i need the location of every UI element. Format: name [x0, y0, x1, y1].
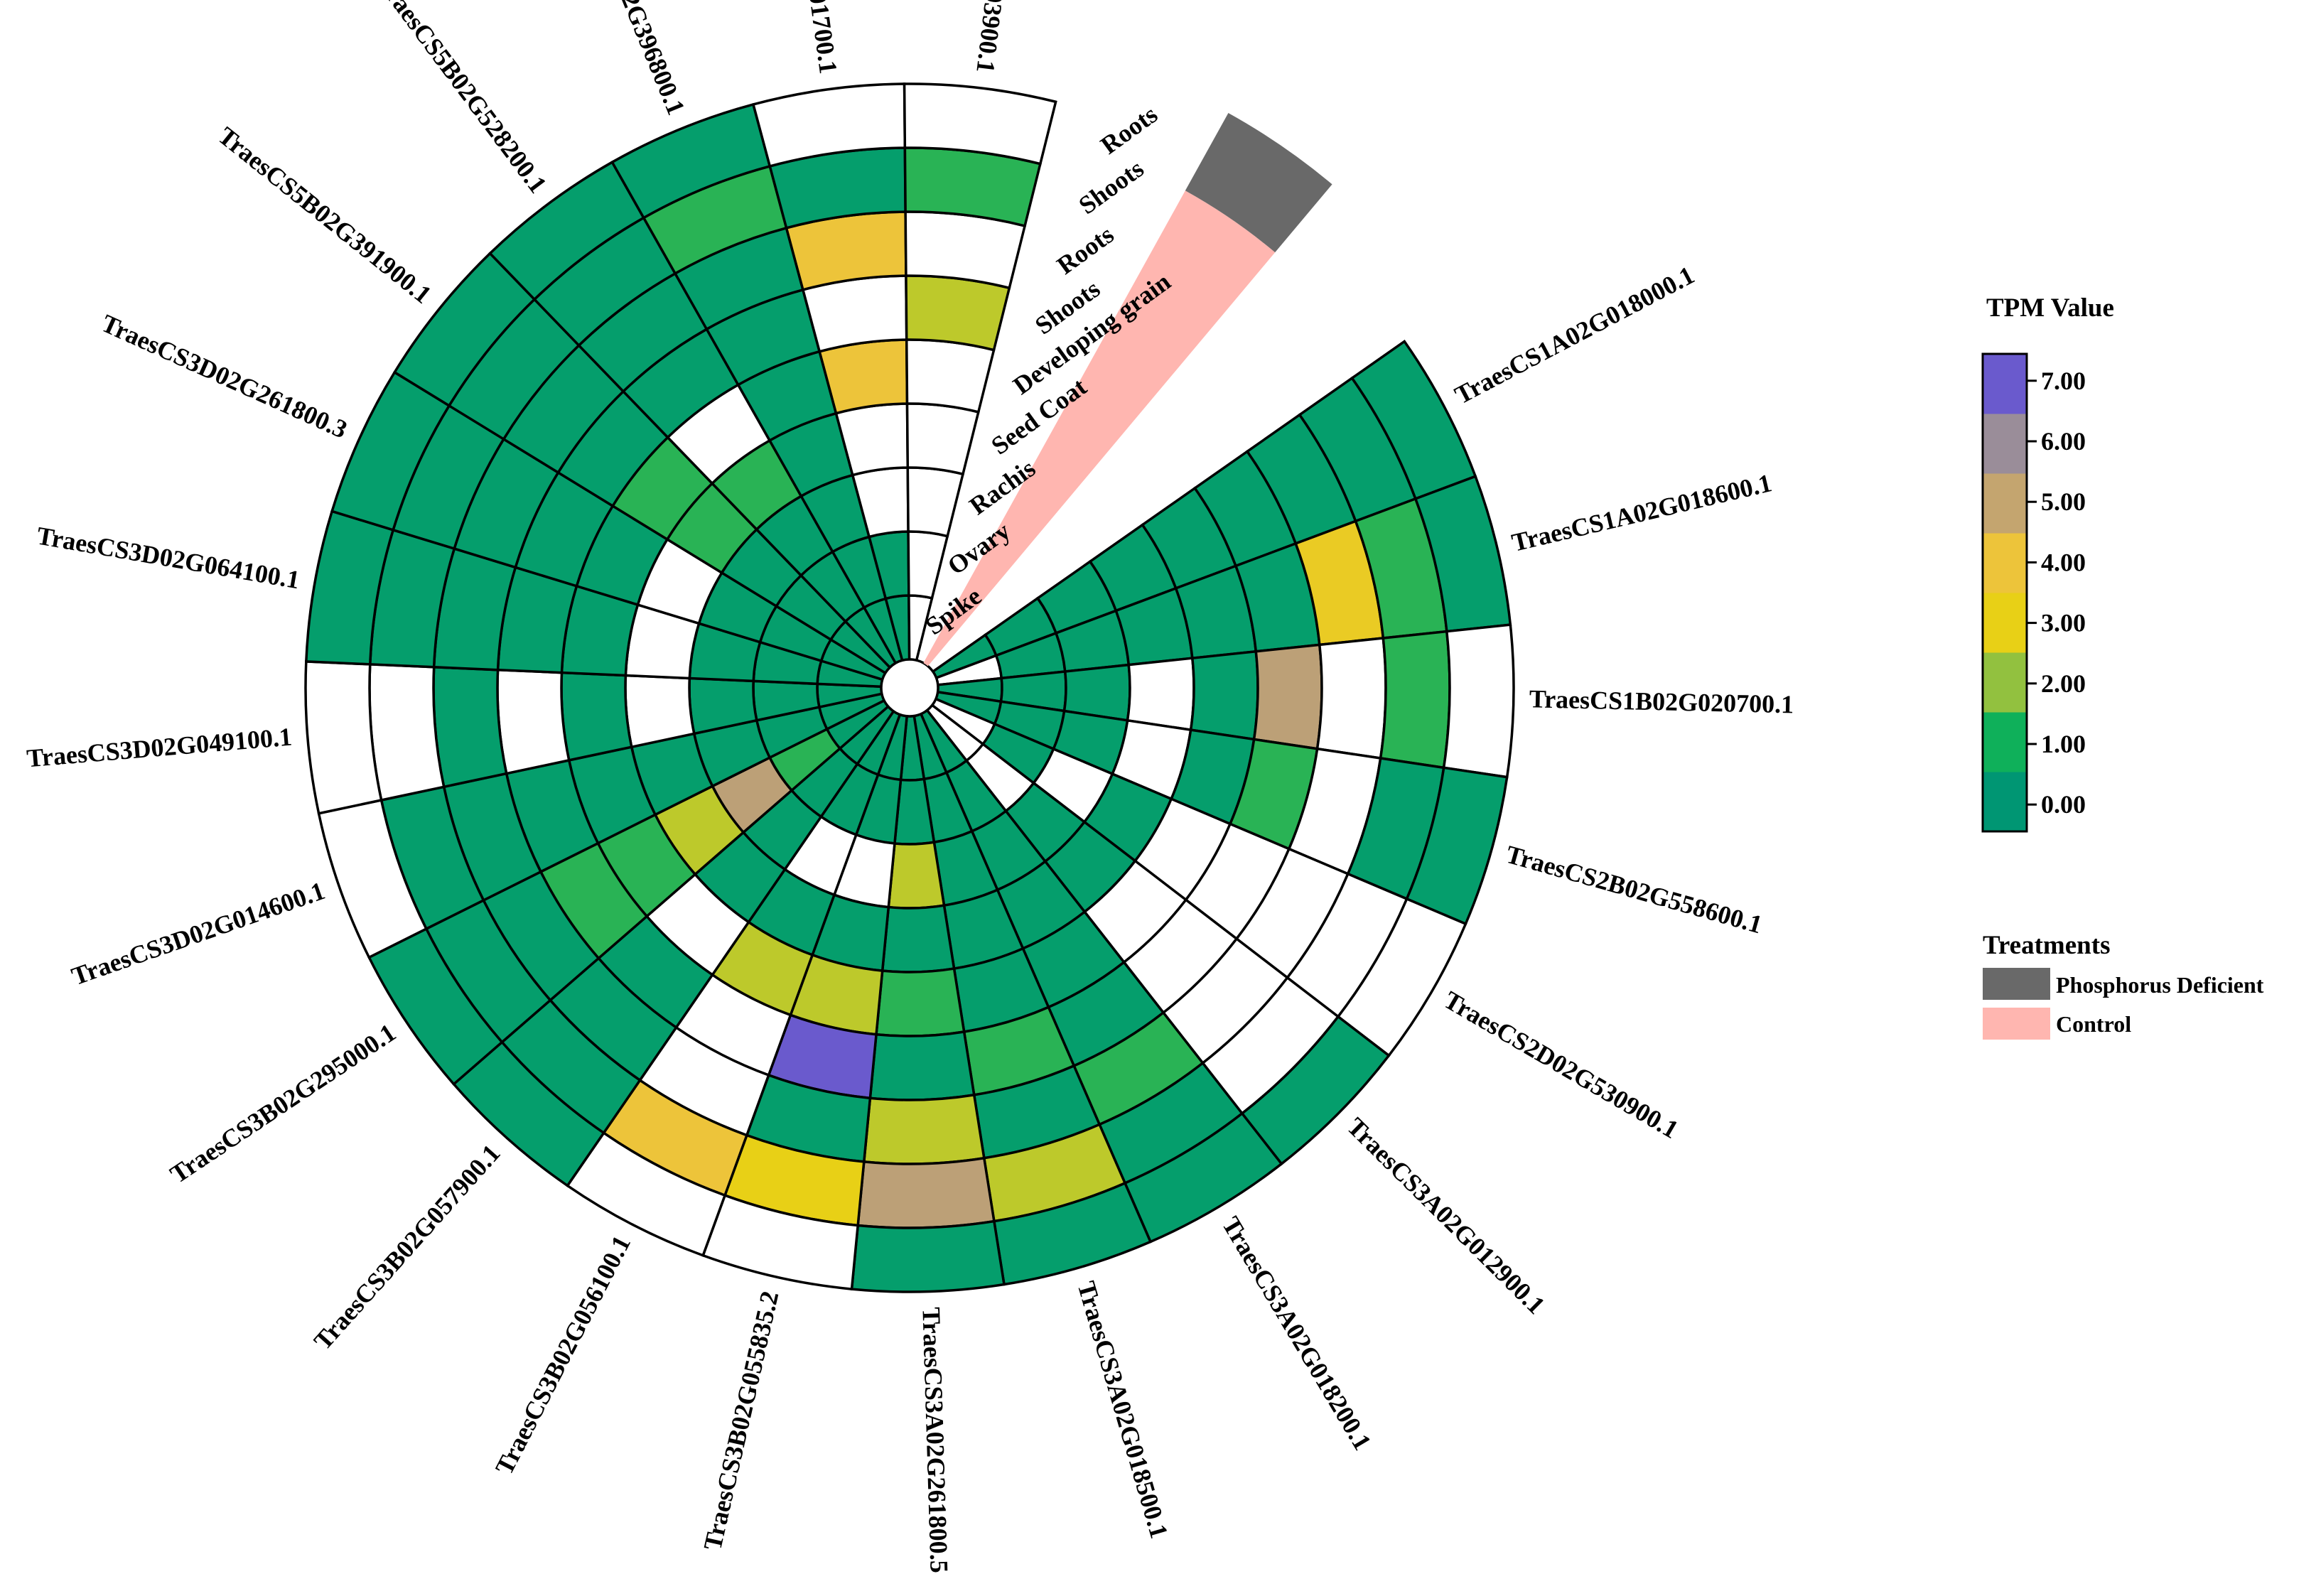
colorbar-tick-label: 5.00	[2041, 487, 2086, 516]
heatmap-cells	[304, 82, 1515, 1293]
heatmap-cell	[368, 663, 446, 802]
colorbar-band	[1983, 473, 2027, 534]
gene-label: TraesCS5B02G391900.1	[212, 122, 436, 309]
gene-label: TraesCS3B02G055835.2	[698, 1288, 784, 1553]
heatmap-cell	[875, 967, 966, 1037]
heatmap-cell	[1442, 623, 1515, 779]
treatment-wedges	[923, 112, 1332, 667]
phosphorus-deficient-wedge	[1185, 112, 1332, 253]
gene-label: TraesCS2B02G558600.1	[1503, 840, 1765, 939]
heatmap-cell	[903, 82, 1057, 166]
gene-label: TraesCS3A02G261800.5	[917, 1307, 953, 1573]
heatmap-cell	[560, 671, 633, 762]
colorbar-band	[1983, 652, 2027, 713]
heatmap-cell	[880, 904, 956, 974]
treatments-legend-title: Treatments	[1983, 931, 2110, 960]
colorbar-tick-label: 1.00	[2041, 730, 2086, 758]
heatmap-cell	[862, 1093, 986, 1165]
colorbar-band	[1983, 533, 2027, 593]
colorbar-title: TPM Value	[1986, 293, 2114, 323]
tpm-colorbar-legend: TPM Value 0.00 1.00 2.00 3.00 4.00 5.00 6.00 7.…	[1981, 293, 2114, 833]
legend-label-phosphorus-deficient: Phosphorus Deficient	[2056, 972, 2264, 998]
colorbar-band	[1983, 414, 2027, 474]
heatmap-cell	[856, 1156, 996, 1229]
heatmap-cell	[304, 660, 383, 815]
heatmap-cell	[1252, 643, 1323, 750]
legend-label-control: Control	[2056, 1011, 2131, 1037]
heatmap-cell	[496, 668, 571, 775]
gene-label: TraesCS3D02G064100.1	[35, 522, 302, 595]
colorbar-tick-label: 7.00	[2041, 367, 2086, 395]
gene-label: TraesCS6D02G003900.1	[971, 0, 1030, 75]
colorbar-band	[1983, 593, 2027, 653]
heatmap-cell	[905, 402, 980, 476]
gene-label: TraesCS3B02G295000.1	[165, 1018, 401, 1189]
heatmap-cell	[1126, 657, 1195, 732]
gene-label: TraesCS3B02G056100.1	[490, 1231, 636, 1479]
heatmap-cell	[887, 841, 946, 910]
gene-label: TraesCS1A02G018600.1	[1509, 468, 1774, 557]
legend-swatch-control	[1983, 1008, 2050, 1040]
control-wedge	[923, 190, 1276, 667]
gene-label: TraesCS5B02G528200.1	[371, 0, 552, 198]
gene-label: TraesCS3D02G261800.3	[97, 309, 352, 444]
heatmap-cell	[850, 1219, 1006, 1293]
gene-label: TraesCS5D02G396800.1	[564, 0, 691, 119]
treatments-legend: Treatments Phosphorus Deficient Control	[1983, 931, 2264, 1040]
gene-label: TraesCS3D02G014600.1	[68, 876, 329, 991]
colorbar-band	[1983, 712, 2027, 772]
heatmap-cell	[818, 338, 909, 415]
gene-label: TraesCS3A02G012900.1	[1342, 1112, 1551, 1320]
heatmap-cell	[905, 338, 996, 414]
heatmap-cell	[868, 1030, 976, 1101]
gene-label: TraesCS1B02G020700.1	[1529, 684, 1794, 718]
heatmap-cell	[1379, 630, 1451, 770]
heatmap-cell	[1189, 649, 1259, 741]
heatmap-cell	[624, 674, 696, 749]
colorbar-tick-label: 2.00	[2041, 669, 2086, 698]
heatmap-cell	[904, 210, 1027, 290]
colorbar-band	[1983, 354, 2027, 414]
gene-label: TraesCS1A02G018000.1	[1450, 261, 1699, 410]
colorbar-band	[1983, 772, 2027, 832]
ring-label: Shoots	[1074, 154, 1149, 220]
heatmap-cell	[906, 466, 965, 538]
colorbar-tick-label: 6.00	[2041, 427, 2086, 455]
colorbar-tick-label: 3.00	[2041, 609, 2086, 637]
gene-label: TraesCS3A02G018500.1	[1072, 1278, 1173, 1542]
gene-label: TraesCS2D02G530900.1	[1439, 986, 1684, 1144]
colorbar-tick-label: 4.00	[2041, 548, 2086, 576]
heatmap-cell	[907, 530, 949, 600]
gene-label: TraesCS3A02G018200.1	[1217, 1212, 1377, 1455]
ring-label: Roots	[1095, 100, 1163, 160]
gene-label: TraesCS3D02G049100.1	[26, 723, 293, 773]
ring-label: Roots	[1052, 220, 1119, 280]
center-hole	[880, 658, 939, 718]
colorbar-tick-label: 0.00	[2041, 790, 2086, 819]
colorbar-frame	[1981, 352, 2028, 833]
gene-label: TraesCS6A02G001700.1	[779, 0, 843, 75]
heatmap-cell	[1315, 637, 1387, 760]
colorbar-bands	[1981, 352, 2028, 833]
gene-label: TraesCS3B02G057900.1	[308, 1139, 506, 1355]
heatmap-cell	[432, 665, 508, 789]
heatmap-cell	[905, 274, 1011, 352]
legend-swatch-phosphorus-deficient	[1983, 968, 2050, 1000]
colorbar-ticks: 0.00 1.00 2.00 3.00 4.00 5.00 6.00 7.00	[2027, 367, 2086, 819]
